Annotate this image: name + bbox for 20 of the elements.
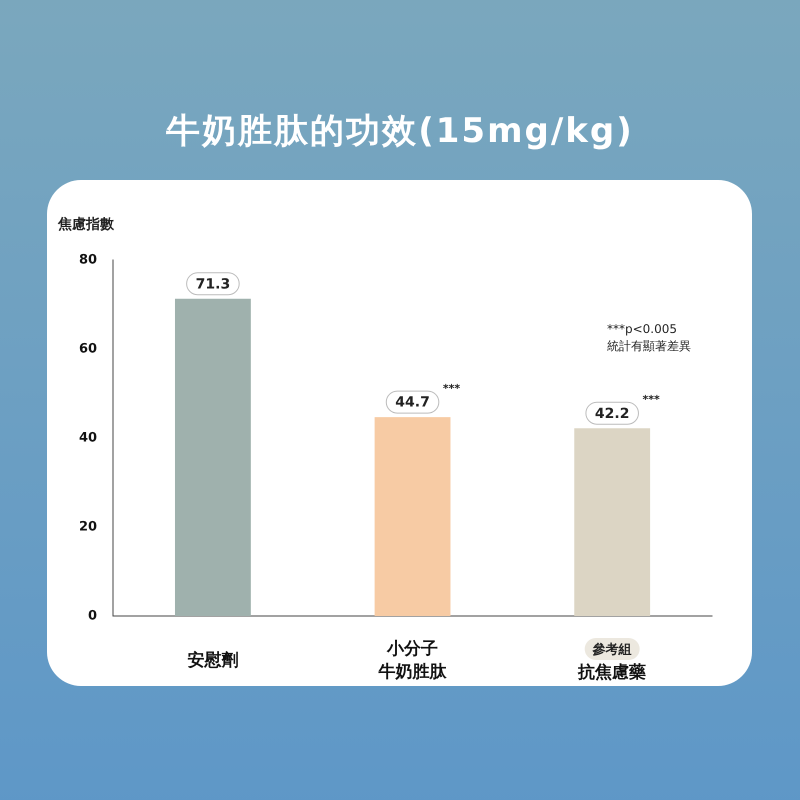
data-label: 71.3 xyxy=(196,276,230,292)
annotation: *** xyxy=(442,382,460,395)
annotation: ***p<0.005 統計有顯著差異 xyxy=(607,322,691,354)
y-tick-label: 60 xyxy=(78,341,98,356)
bar xyxy=(174,298,251,616)
bar xyxy=(574,428,650,616)
chart-title: 牛奶胜肽的功效(15mg/kg) xyxy=(165,110,635,153)
data-label: 42.2 xyxy=(594,406,630,422)
data-label: 44.7 xyxy=(395,394,430,411)
y-axis-title: 焦慮指數 xyxy=(57,216,116,233)
bar xyxy=(374,417,450,616)
text: 參考組 xyxy=(592,641,632,658)
y-tick-label: 80 xyxy=(78,252,98,268)
y-tick-label: 0 xyxy=(88,608,98,624)
x-tick-label: 小分子牛奶胜肽 xyxy=(378,638,448,682)
y-tick-label: 40 xyxy=(78,430,98,446)
x-tick-label: 抗焦慮藥 xyxy=(577,662,646,682)
annotation: *** xyxy=(642,393,660,406)
x-tick-label: 安慰劑 xyxy=(187,650,238,670)
y-tick-label: 20 xyxy=(78,519,98,534)
